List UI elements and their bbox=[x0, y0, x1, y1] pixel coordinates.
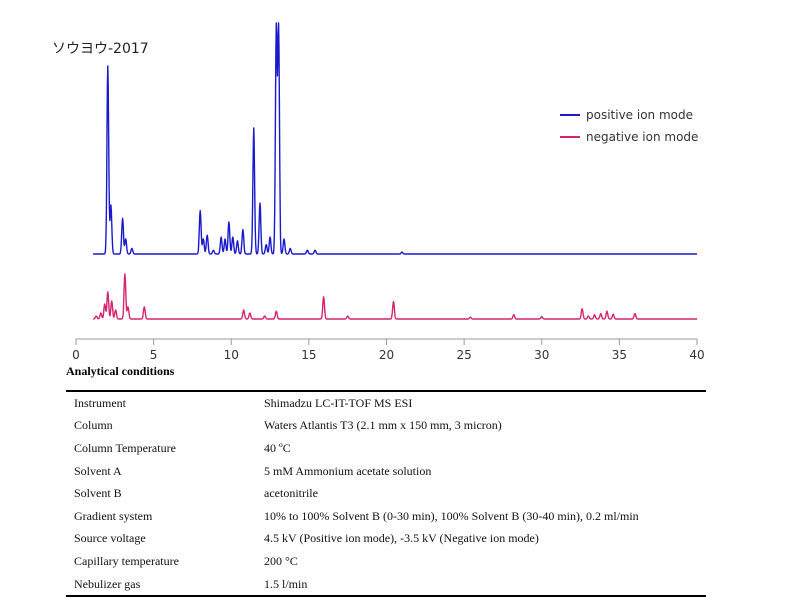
x-tick-label: 15 bbox=[301, 348, 316, 362]
conditions-table: Instrument Shimadzu LC-IT-TOF MS ESI Colum… bbox=[66, 390, 706, 598]
conditions-title: Analytical conditions bbox=[66, 364, 175, 378]
x-tick-label: 5 bbox=[150, 348, 158, 362]
condition-value: 1.5 l/min bbox=[264, 576, 308, 591]
condition-value: Shimadzu LC-IT-TOF MS ESI bbox=[264, 395, 413, 410]
legend-swatch-positive bbox=[560, 114, 580, 116]
condition-label: Gradient system bbox=[74, 508, 153, 523]
table-row: Capillary temperature 200 °C bbox=[66, 550, 706, 573]
condition-label: Solvent B bbox=[74, 486, 122, 501]
condition-value: 40 ºC bbox=[264, 440, 291, 455]
condition-value: 200 °C bbox=[264, 553, 298, 568]
condition-value: 4.5 kV (Positive ion mode), -3.5 kV (Neg… bbox=[264, 531, 539, 546]
condition-label: Instrument bbox=[74, 395, 126, 410]
condition-value: Waters Atlantis T3 (2.1 mm x 150 mm, 3 m… bbox=[264, 418, 502, 433]
x-tick-label: 20 bbox=[379, 348, 394, 362]
table-row: Column Temperature 40 ºC bbox=[66, 437, 706, 460]
table-row: Nebulizer gas 1.5 l/min bbox=[66, 573, 706, 597]
legend-label-positive: positive ion mode bbox=[586, 108, 694, 122]
legend-swatch-negative bbox=[560, 136, 580, 138]
condition-label: Column bbox=[74, 418, 113, 433]
table-row: Instrument Shimadzu LC-IT-TOF MS ESI bbox=[66, 391, 706, 415]
x-tick-label: 10 bbox=[224, 348, 239, 362]
condition-label: Capillary temperature bbox=[74, 553, 179, 568]
x-tick-label: 40 bbox=[689, 348, 704, 362]
x-tick-label: 35 bbox=[612, 348, 627, 362]
legend-item-negative: negative ion mode bbox=[560, 126, 698, 148]
legend-item-positive: positive ion mode bbox=[560, 104, 698, 126]
table-row: Solvent A 5 mM Ammonium acetate solution bbox=[66, 460, 706, 483]
chromatogram-chart: 0 5 10 15 20 25 30 35 40 bbox=[72, 22, 705, 362]
table-row: Solvent B acetonitrile bbox=[66, 482, 706, 505]
x-tick-label: 25 bbox=[456, 348, 471, 362]
condition-label: Source voltage bbox=[74, 531, 146, 546]
condition-value: 10% to 100% Solvent B (0-30 min), 100% S… bbox=[264, 508, 639, 523]
series-line-negative bbox=[92, 273, 698, 320]
series-line-positive bbox=[92, 22, 698, 255]
condition-value: 5 mM Ammonium acetate solution bbox=[264, 463, 432, 478]
table-row: Source voltage 4.5 kV (Positive ion mode)… bbox=[66, 528, 706, 551]
x-tick-label: 30 bbox=[534, 348, 549, 362]
legend-label-negative: negative ion mode bbox=[586, 130, 699, 144]
x-tick-label: 0 bbox=[72, 348, 80, 362]
condition-label: Column Temperature bbox=[74, 440, 176, 455]
chart-legend: positive ion mode negative ion mode bbox=[560, 104, 698, 148]
condition-value: acetonitrile bbox=[264, 486, 318, 501]
table-row: Column Waters Atlantis T3 (2.1 mm x 150 m… bbox=[66, 415, 706, 438]
table-row: Gradient system 10% to 100% Solvent B (0-… bbox=[66, 505, 706, 528]
sample-title: ソウヨウ-2017 bbox=[52, 41, 149, 57]
condition-label: Nebulizer gas bbox=[74, 576, 141, 591]
condition-label: Solvent A bbox=[74, 463, 122, 478]
